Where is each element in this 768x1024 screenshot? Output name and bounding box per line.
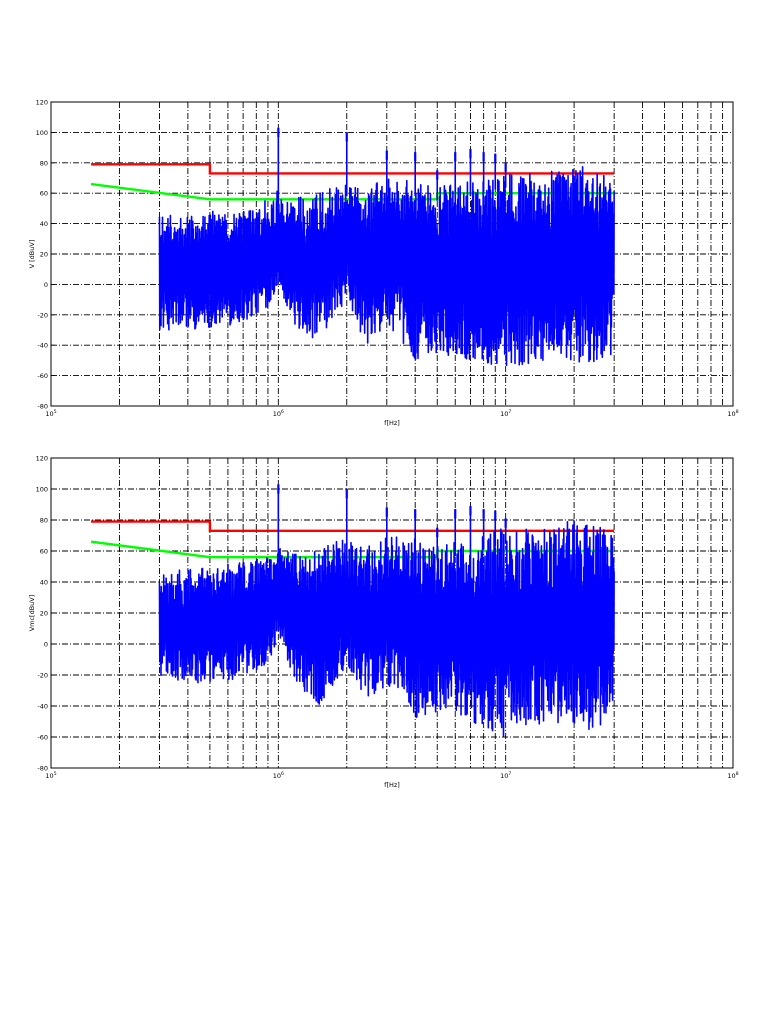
x-axis-label: f[Hz] [384,781,400,789]
y-axis-label: V [dBuV] [28,240,36,269]
y-tick-label: 80 [40,517,48,525]
x-tick-label: 105 [45,771,56,780]
series-measurement-line [158,127,615,366]
y-tick-label: 40 [40,579,48,587]
y-tick-label: -40 [37,703,48,711]
x-tick-label: 108 [727,771,738,780]
y-tick-label: 60 [40,548,48,556]
x-tick-label: 106 [273,771,284,780]
x-tick-label: 108 [727,409,738,418]
y-tick-label: 120 [36,99,48,107]
y-axis-label: Vmc[dBuV] [28,595,36,632]
y-tick-label: 80 [40,159,48,167]
x-tick-label: 106 [273,409,284,418]
y-tick-label: 100 [36,129,48,137]
y-tick-label: -60 [37,734,48,742]
y-tick-label: -20 [37,672,48,680]
y-tick-label: -80 [37,765,48,773]
y-tick-label: -20 [37,311,48,319]
y-tick-label: 0 [44,641,48,649]
x-axis-label: f[Hz] [384,419,400,427]
y-tick-label: 0 [44,281,48,289]
x-tick-label: 107 [500,409,511,418]
y-tick-label: 20 [40,610,48,618]
y-tick-label: -80 [37,403,48,411]
x-tick-label: 105 [45,409,56,418]
y-tick-label: 20 [40,251,48,259]
y-tick-label: 40 [40,220,48,228]
y-tick-label: 120 [36,455,48,463]
y-tick-label: 60 [40,190,48,198]
y-tick-label: -40 [37,342,48,350]
series-measurement-line [158,484,615,737]
series-limit_red-line [91,520,615,533]
x-tick-label: 107 [500,771,511,780]
series-limit_red-line [91,163,615,175]
y-tick-label: 100 [36,486,48,494]
y-tick-label: -60 [37,372,48,380]
